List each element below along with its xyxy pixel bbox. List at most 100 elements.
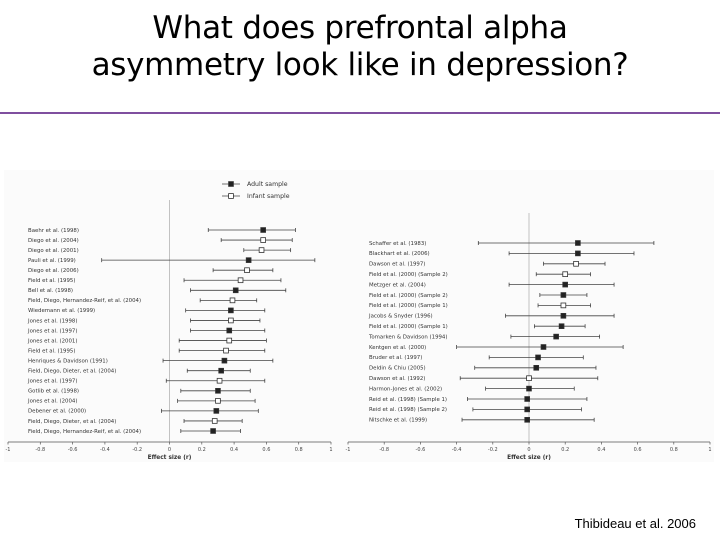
study-label: Bell et al. (1998): [28, 288, 73, 294]
effect-marker-infant: [260, 237, 266, 243]
effect-marker-infant: [526, 375, 532, 382]
x-axis-title: Effect size (r): [507, 455, 551, 461]
effect-marker-infant: [560, 302, 567, 309]
study-label: Blackhart et al. (2006): [369, 251, 430, 257]
legend-marker-infant: [228, 193, 234, 199]
title-divider: [0, 112, 720, 114]
x-tick-label: -0.2: [488, 447, 498, 453]
x-tick-label: -1: [6, 447, 11, 453]
slide-title-line-2: asymmetry look like in depression?: [91, 47, 629, 83]
study-label: Jones et al. (1997): [27, 379, 77, 385]
study-label: Wiedemann et al. (1999): [28, 308, 95, 314]
x-tick-label: 0: [168, 447, 171, 453]
x-tick-label: 0.4: [597, 447, 605, 453]
study-label: Reid et al. (1998) (Sample 2): [369, 407, 447, 413]
x-tick-label: 0.8: [670, 447, 678, 453]
x-tick-label: -1: [346, 447, 351, 453]
x-tick-label: 0: [527, 447, 530, 453]
effect-marker-infant: [228, 317, 234, 324]
effect-marker-adult: [575, 240, 581, 246]
effect-marker-adult: [228, 307, 234, 314]
study-label: Field et al. (2000) (Sample 1): [369, 303, 448, 309]
study-label: Field et al. (2000) (Sample 2): [369, 272, 448, 278]
effect-marker-infant: [226, 337, 233, 344]
effect-marker-adult: [558, 323, 565, 330]
effect-marker-infant: [237, 277, 244, 284]
x-tick-label: -0.2: [132, 447, 142, 453]
study-label: Dawson et al. (1992): [369, 376, 425, 382]
study-label: Diego et al. (2001): [28, 248, 79, 254]
effect-marker-adult: [533, 364, 540, 371]
x-tick-label: -0.4: [100, 447, 110, 453]
study-label: Field et al. (1995): [28, 348, 75, 354]
study-label: Metzger et al. (2004): [369, 282, 426, 288]
study-label: Field et al. (1995): [28, 278, 75, 284]
study-label: Field, Diego, Dieter, et al. (2004): [28, 419, 116, 425]
effect-marker-infant: [223, 347, 229, 354]
x-tick-label: -0.6: [416, 447, 426, 453]
study-label: Field et al. (2000) (Sample 1): [369, 324, 448, 330]
study-label: Tomarken & Davidson (1994): [368, 334, 447, 340]
x-axis-title: Effect size (r): [148, 455, 192, 461]
effect-marker-adult: [526, 385, 532, 392]
effect-marker-infant: [258, 247, 265, 253]
effect-marker-adult: [215, 387, 221, 394]
x-tick-label: 0.4: [230, 447, 238, 453]
x-tick-label: 1: [708, 447, 711, 453]
study-label: Diego et al. (2004): [28, 238, 79, 244]
effect-marker-adult: [540, 344, 547, 350]
legend-marker-adult: [228, 181, 234, 187]
study-label: Kentgen et al. (2000): [369, 345, 426, 351]
effect-marker-infant: [244, 267, 250, 274]
slide-title: What does prefrontal alpha asymmetry loo…: [0, 10, 720, 84]
effect-marker-infant: [573, 261, 579, 267]
study-label: Jones et al. (1998): [27, 318, 77, 324]
study-label: Field et al. (2000) (Sample 2): [369, 293, 448, 299]
effect-marker-adult: [524, 406, 530, 413]
study-label: Field, Diego, Hernandez-Reif, et al. (20…: [28, 429, 141, 435]
x-tick-label: -0.8: [379, 447, 389, 453]
forest-plot-svg: -1 -0.8 -0.6 -0.4 -0.2 0 0.2 0.4 0.6 0.8 1 Effect s…: [6, 181, 712, 461]
legend-label: Infant sample: [247, 193, 290, 200]
legend-label: Adult sample: [247, 181, 288, 188]
effect-marker-adult: [226, 327, 233, 334]
effect-marker-adult: [560, 312, 567, 319]
effect-marker-adult: [245, 257, 252, 263]
x-tick-label: -0.6: [68, 447, 78, 453]
citation: Thibideau et al. 2006: [574, 516, 696, 531]
study-label: Diego et al. (2006): [28, 268, 79, 274]
effect-marker-adult: [575, 250, 581, 257]
x-tick-label: 0.2: [561, 447, 569, 453]
study-label: Jones et al. (2001): [27, 338, 77, 344]
effect-marker-adult: [560, 292, 567, 298]
effect-marker-adult: [524, 396, 530, 402]
study-label: Reid et al. (1998) (Sample 1): [369, 397, 447, 403]
study-label: Schaffer et al. (1983): [369, 241, 426, 247]
x-tick-label: 0.2: [198, 447, 206, 453]
study-label: Baehr et al. (1998): [28, 228, 79, 234]
effect-marker-infant: [211, 418, 218, 424]
study-label: Jacobs & Snyder (1996): [368, 314, 433, 320]
effect-marker-adult: [524, 416, 530, 423]
effect-marker-adult: [562, 281, 568, 288]
x-tick-label: -0.4: [452, 447, 462, 453]
x-tick-label: 0.8: [295, 447, 303, 453]
effect-marker-adult: [535, 354, 541, 361]
effect-marker-adult: [221, 357, 228, 364]
slide-title-line-1: What does prefrontal alpha: [152, 10, 568, 46]
effect-marker-infant: [562, 271, 568, 278]
study-label: Deldin & Chiu (2005): [369, 366, 426, 372]
study-label: Nitschke et al. (1999): [369, 418, 427, 424]
study-label: Dawson et al. (1997): [369, 262, 425, 268]
study-label: Henriques & Davidson (1991): [28, 358, 108, 364]
study-label: Harmon-Jones et al. (2002): [369, 386, 442, 392]
effect-marker-adult: [213, 408, 220, 414]
study-label: Gotlib et al. (1998): [28, 389, 79, 395]
study-label: Jones et al. (2004): [27, 399, 77, 405]
effect-marker-adult: [218, 367, 224, 374]
x-tick-label: 0.6: [634, 447, 642, 453]
effect-marker-infant: [216, 377, 223, 384]
study-label: Jones et al. (1997): [27, 328, 77, 334]
effect-marker-adult: [232, 287, 239, 294]
effect-marker-adult: [260, 227, 266, 233]
